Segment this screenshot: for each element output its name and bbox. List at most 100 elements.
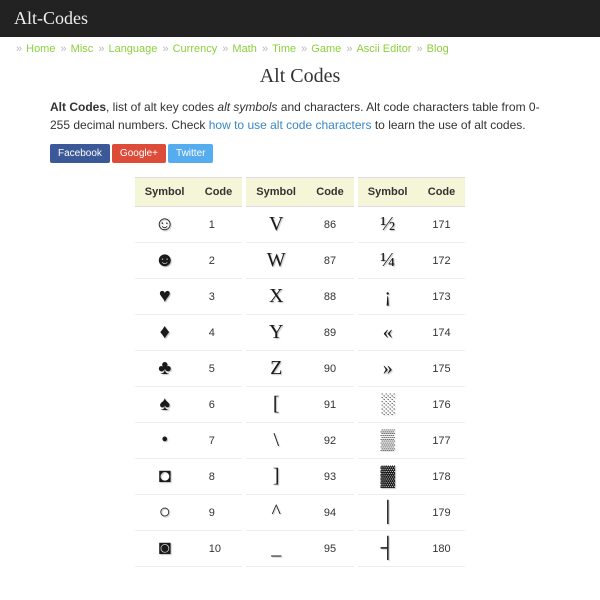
table-row: ^94 <box>246 495 354 531</box>
code-cell: 179 <box>418 495 466 531</box>
intro-bold: Alt Codes <box>50 100 106 114</box>
code-cell: 171 <box>418 207 466 243</box>
col-header-symbol: Symbol <box>246 178 306 207</box>
col-header-symbol: Symbol <box>135 178 195 207</box>
table-row: W87 <box>246 243 354 279</box>
table-row: •7 <box>135 423 243 459</box>
nav-link-ascii-editor[interactable]: Ascii Editor <box>356 43 411 55</box>
code-cell: 90 <box>306 351 354 387</box>
nav-link-time[interactable]: Time <box>272 43 296 55</box>
code-cell: 95 <box>306 531 354 567</box>
nav-link-language[interactable]: Language <box>108 43 157 55</box>
table-row: ☺1 <box>135 207 243 243</box>
symbol-cell: « <box>358 315 418 351</box>
symbol-cell: ½ <box>358 207 418 243</box>
site-title: Alt-Codes <box>14 8 88 28</box>
table-row: ▒177 <box>358 423 466 459</box>
nav-separator: » <box>98 43 104 55</box>
table-row: »175 <box>358 351 466 387</box>
table-row: ♦4 <box>135 315 243 351</box>
nav-separator: » <box>262 43 268 55</box>
symbol-cell: ◙ <box>135 531 195 567</box>
col-header-code: Code <box>195 178 243 207</box>
code-cell: 175 <box>418 351 466 387</box>
symbol-cell: ¡ <box>358 279 418 315</box>
intro-text: , list of alt key codes <box>106 100 217 114</box>
code-cell: 2 <box>195 243 243 279</box>
nav-separator: » <box>417 43 423 55</box>
table-row: ¡173 <box>358 279 466 315</box>
nav-link-misc[interactable]: Misc <box>71 43 94 55</box>
table-row: ¼172 <box>358 243 466 279</box>
code-cell: 92 <box>306 423 354 459</box>
intro-paragraph: Alt Codes, list of alt key codes alt sym… <box>50 98 550 134</box>
symbol-cell: \ <box>246 423 306 459</box>
table-row: Y89 <box>246 315 354 351</box>
nav-link-math[interactable]: Math <box>232 43 256 55</box>
code-cell: 178 <box>418 459 466 495</box>
nav-link-home[interactable]: Home <box>26 43 55 55</box>
table-row: ½171 <box>358 207 466 243</box>
code-cell: 94 <box>306 495 354 531</box>
symbol-cell: ♦ <box>135 315 195 351</box>
col-header-code: Code <box>418 178 466 207</box>
table-row: _95 <box>246 531 354 567</box>
code-cell: 86 <box>306 207 354 243</box>
nav-link-currency[interactable]: Currency <box>173 43 218 55</box>
table-row: ○9 <box>135 495 243 531</box>
intro-text: to learn the use of alt codes. <box>372 118 526 132</box>
code-cell: 8 <box>195 459 243 495</box>
alt-code-table-2: SymbolCodeV86W87X88Y89Z90[91\92]93^94_95 <box>246 177 354 567</box>
share-twitter[interactable]: Twitter <box>168 144 213 163</box>
share-facebook[interactable]: Facebook <box>50 144 110 163</box>
breadcrumb-nav: » Home » Misc » Language » Currency » Math » T… <box>0 37 600 61</box>
code-cell: 91 <box>306 387 354 423</box>
code-cell: 176 <box>418 387 466 423</box>
symbol-cell: W <box>246 243 306 279</box>
code-cell: 3 <box>195 279 243 315</box>
symbol-cell: ▒ <box>358 423 418 459</box>
code-cell: 10 <box>195 531 243 567</box>
nav-separator: » <box>346 43 352 55</box>
symbol-cell: ☺ <box>135 207 195 243</box>
nav-separator: » <box>301 43 307 55</box>
nav-separator: » <box>162 43 168 55</box>
symbol-cell: ♠ <box>135 387 195 423</box>
code-cell: 6 <box>195 387 243 423</box>
symbol-cell: X <box>246 279 306 315</box>
table-row: V86 <box>246 207 354 243</box>
alt-code-table-3: SymbolCode½171¼172¡173«174»175░176▒177▓1… <box>358 177 466 567</box>
table-row: ♣5 <box>135 351 243 387</box>
table-row: Z90 <box>246 351 354 387</box>
symbol-cell: ^ <box>246 495 306 531</box>
code-cell: 4 <box>195 315 243 351</box>
code-cell: 88 <box>306 279 354 315</box>
symbol-cell: ☻ <box>135 243 195 279</box>
symbol-cell: ▓ <box>358 459 418 495</box>
symbol-cell: ◘ <box>135 459 195 495</box>
symbol-cell: ♥ <box>135 279 195 315</box>
symbol-cell: V <box>246 207 306 243</box>
table-row: \92 <box>246 423 354 459</box>
table-row: ☻2 <box>135 243 243 279</box>
main-content: Alt Codes Alt Codes, list of alt key cod… <box>0 65 600 577</box>
symbol-cell: _ <box>246 531 306 567</box>
share-googleplus[interactable]: Google+ <box>112 144 166 163</box>
code-cell: 93 <box>306 459 354 495</box>
table-row: X88 <box>246 279 354 315</box>
nav-separator: » <box>16 43 22 55</box>
table-row: ◙10 <box>135 531 243 567</box>
howto-link[interactable]: how to use alt code characters <box>209 118 372 132</box>
code-cell: 174 <box>418 315 466 351</box>
table-row: ♥3 <box>135 279 243 315</box>
table-row: «174 <box>358 315 466 351</box>
table-row: ┤180 <box>358 531 466 567</box>
table-row: │179 <box>358 495 466 531</box>
col-header-symbol: Symbol <box>358 178 418 207</box>
nav-link-blog[interactable]: Blog <box>427 43 449 55</box>
symbol-cell: ░ <box>358 387 418 423</box>
symbol-cell: [ <box>246 387 306 423</box>
code-cell: 173 <box>418 279 466 315</box>
nav-link-game[interactable]: Game <box>311 43 341 55</box>
code-cell: 1 <box>195 207 243 243</box>
